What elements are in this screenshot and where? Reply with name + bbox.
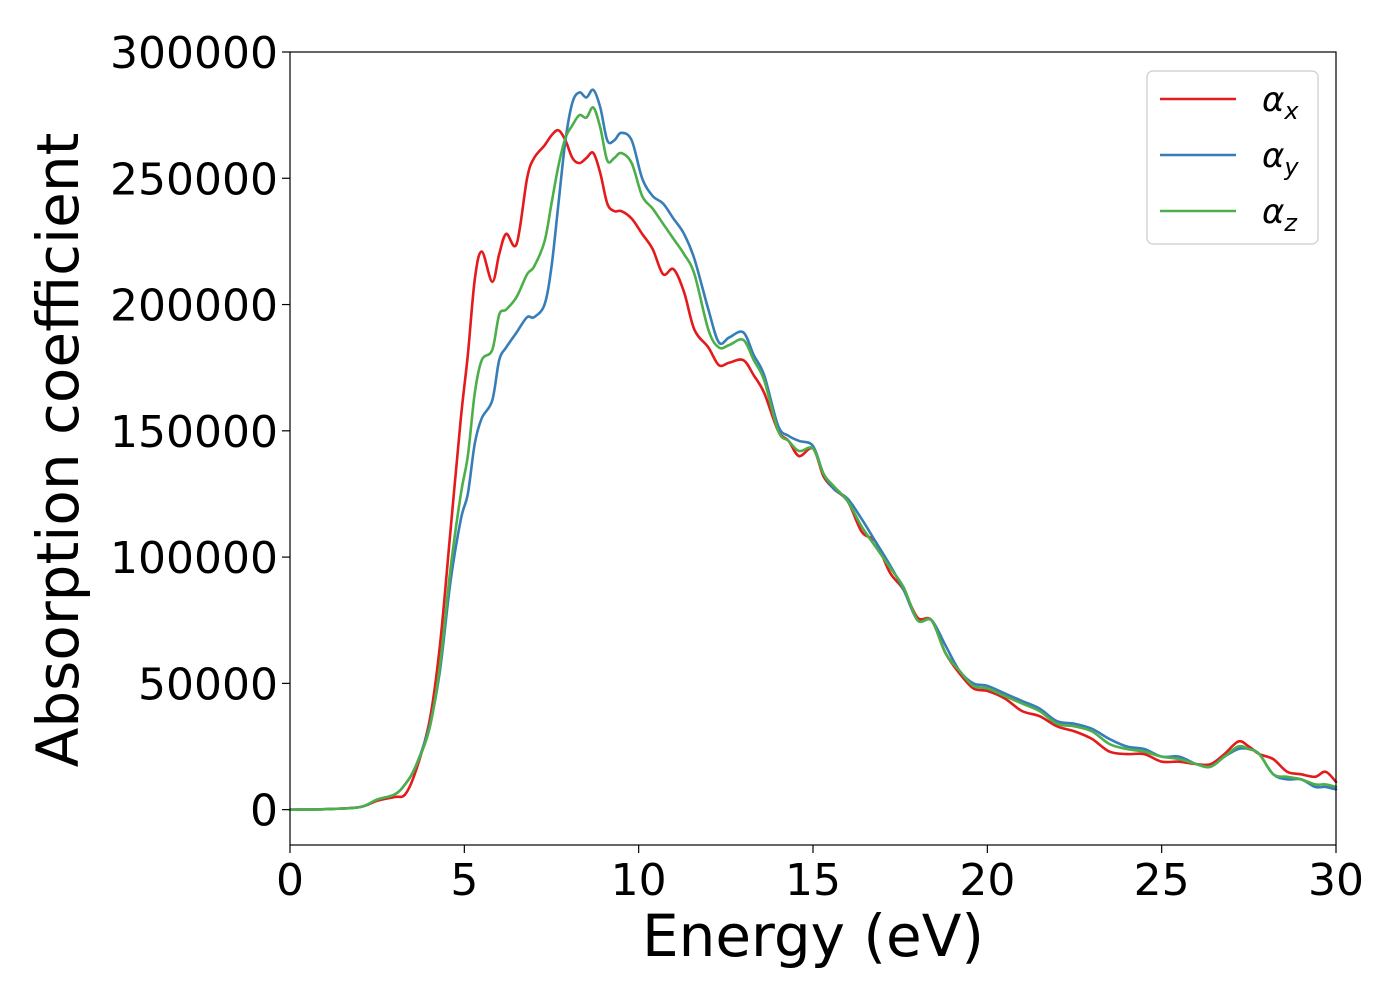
x-tick-label: 25 xyxy=(1134,855,1190,906)
legend: αx αy αz xyxy=(1146,70,1319,245)
legend-label-z: αz xyxy=(1262,192,1298,237)
legend-label-x: αx xyxy=(1262,80,1299,125)
x-axis-ticks: 0 5 10 15 20 25 30 xyxy=(276,845,1364,906)
x-tick-label: 30 xyxy=(1308,855,1364,906)
x-tick-label: 10 xyxy=(611,855,667,906)
legend-label-y: αy xyxy=(1262,136,1299,181)
y-tick-label: 150000 xyxy=(110,407,278,458)
x-tick-label: 15 xyxy=(785,855,841,906)
x-tick-label: 5 xyxy=(450,855,478,906)
y-tick-label: 250000 xyxy=(110,154,278,205)
x-axis-label: Energy (eV) xyxy=(642,902,984,970)
series-line-x xyxy=(288,128,1338,811)
y-tick-label: 200000 xyxy=(110,281,278,332)
y-tick-label: 300000 xyxy=(110,28,278,79)
y-axis-label: Absorption coefficient xyxy=(24,133,92,768)
y-tick-label: 100000 xyxy=(110,533,278,584)
y-axis-ticks: 0 50000 100000 150000 200000 250000 300000 xyxy=(110,28,290,837)
series-layer xyxy=(288,88,1338,811)
x-tick-label: 20 xyxy=(959,855,1015,906)
legend-items: αx αy αz xyxy=(1160,80,1299,237)
legend-box xyxy=(1146,70,1319,245)
series-line-z xyxy=(288,106,1338,811)
series-line-y xyxy=(288,88,1338,811)
y-tick-label: 0 xyxy=(250,786,278,837)
y-tick-label: 50000 xyxy=(138,659,278,710)
x-tick-label: 0 xyxy=(276,855,304,906)
